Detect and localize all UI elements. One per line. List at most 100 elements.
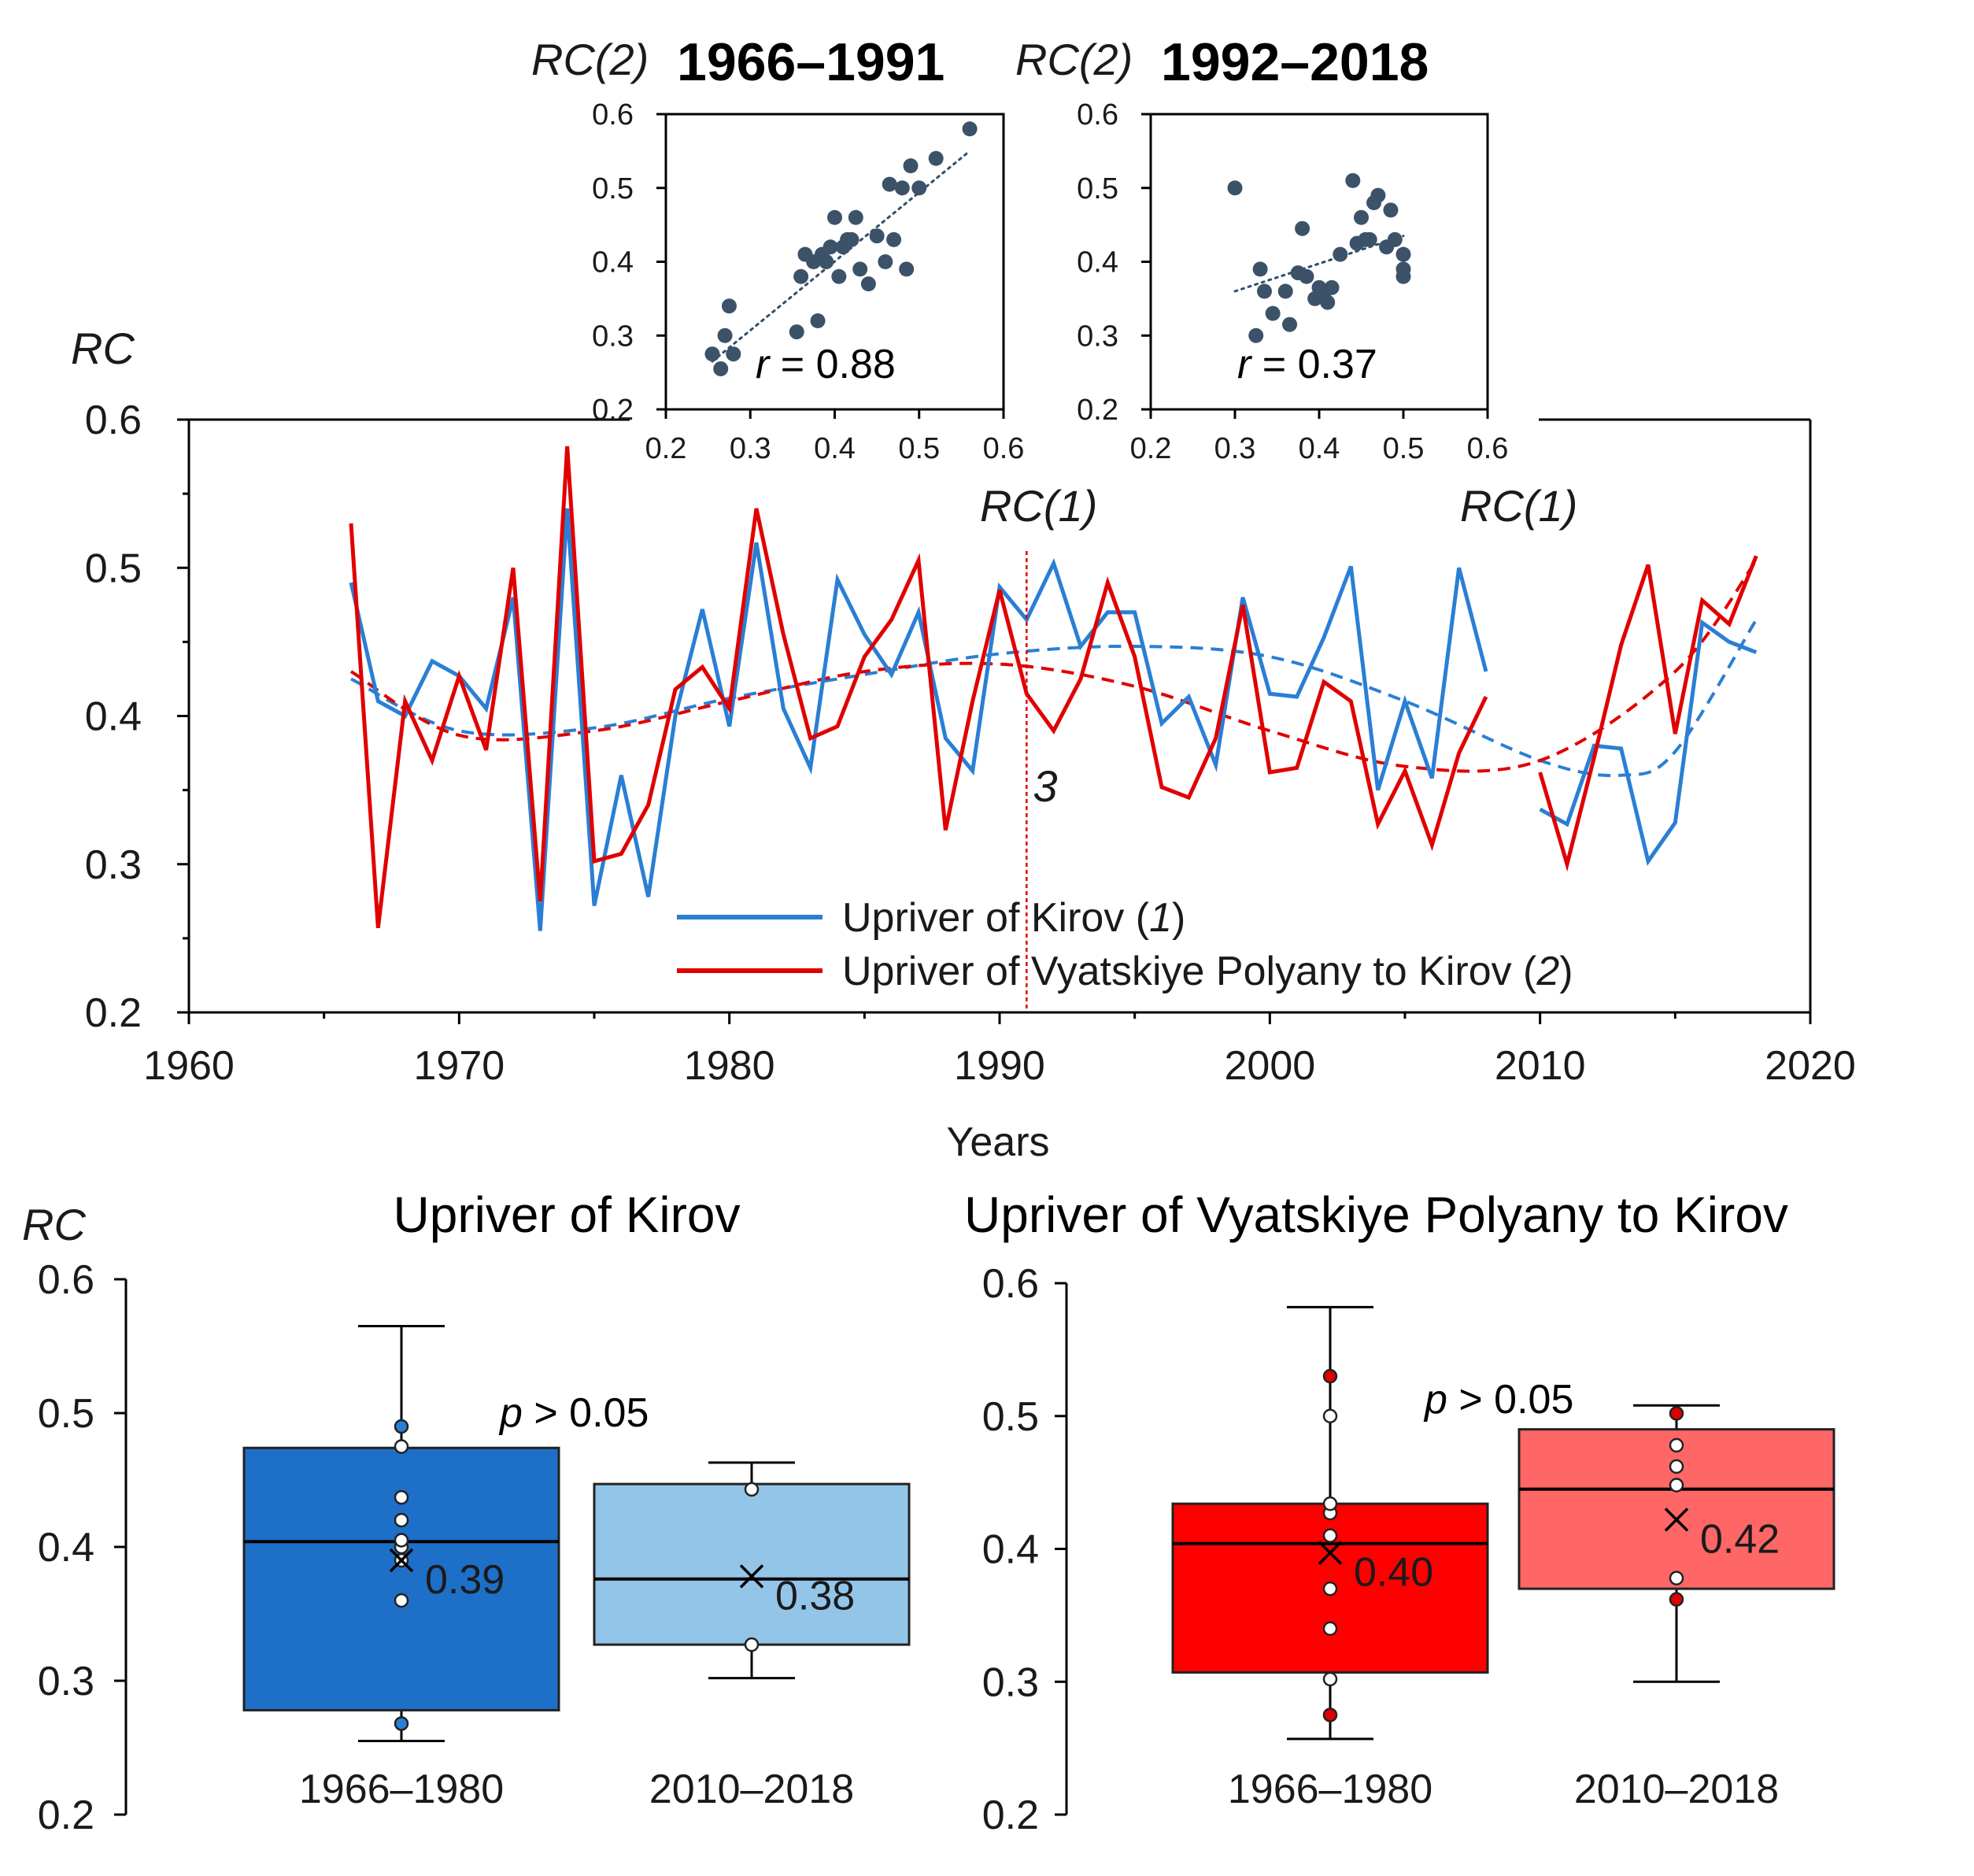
main-y-tick-label: 0.5 xyxy=(85,546,142,591)
main-x-tick-label: 1980 xyxy=(684,1043,775,1089)
inset-x-tick-label: 0.6 xyxy=(983,432,1025,465)
box-category-label: 2010–2018 xyxy=(1574,1767,1779,1812)
inset-y-tick-label: 0.3 xyxy=(1077,320,1118,353)
inset2-y-label: RC(2) xyxy=(1015,35,1133,84)
box-data-point xyxy=(1322,1496,1338,1512)
inset-point xyxy=(886,231,902,247)
box-data-point xyxy=(1669,1406,1684,1421)
boxB-ticks: 0.2 0.3 0.4 0.5 0.6 xyxy=(982,1261,1068,1838)
main-x-tick-label: 1970 xyxy=(413,1043,505,1089)
box-data-point xyxy=(394,1419,409,1434)
main-x-tick-label: 2000 xyxy=(1224,1043,1315,1089)
main-vline-group: 3 xyxy=(1026,551,1057,1012)
inset-point xyxy=(1295,220,1310,236)
main-axes xyxy=(187,420,1812,1014)
inset-point xyxy=(882,176,897,192)
inset-x-tick-label: 0.5 xyxy=(1383,432,1425,465)
box-1: 0.40 1966–1980 xyxy=(1171,1305,1489,1812)
box-y-tick-label: 0.4 xyxy=(982,1527,1039,1573)
boxB-p-annotation: p > 0.05 xyxy=(1423,1377,1573,1423)
boxA-boxes: 0.39 1966–1980 0.38 2010–2018 xyxy=(242,1325,911,1812)
box-category-label: 1966–1980 xyxy=(1228,1767,1432,1812)
inset-point xyxy=(1387,231,1403,247)
box-y-tick-label: 0.3 xyxy=(38,1659,94,1704)
inset-y-tick-label: 0.5 xyxy=(592,172,634,205)
inset2-x-label: RC(1) xyxy=(1460,481,1577,531)
inset-point xyxy=(928,150,944,166)
inset-point xyxy=(1299,268,1314,284)
inset-point xyxy=(869,228,885,244)
box-mean-label: 0.42 xyxy=(1700,1516,1780,1562)
box-data-point xyxy=(394,1593,409,1608)
boxA-title: Upriver of Kirov xyxy=(394,1186,741,1243)
box-2: 0.38 2010–2018 xyxy=(593,1461,911,1812)
inset-point xyxy=(789,324,804,340)
inset-y-tick-label: 0.2 xyxy=(592,394,634,427)
inset-point xyxy=(1320,294,1336,310)
box-data-point xyxy=(744,1482,760,1497)
box-category-label: 1966–1980 xyxy=(299,1767,504,1812)
inset-trend-line xyxy=(711,150,971,363)
box-y-tick-label: 0.5 xyxy=(982,1394,1039,1440)
inset-point xyxy=(894,180,910,196)
boxB-title: Upriver of Vyatskiye Polyany to Kirov xyxy=(964,1186,1788,1243)
inset1-r-annotation: r = 0.88 xyxy=(756,342,896,387)
inset-trend-line xyxy=(1233,235,1405,293)
box-1: 0.39 1966–1980 xyxy=(242,1325,560,1812)
inset-point xyxy=(903,158,919,174)
inset-y-tick-label: 0.2 xyxy=(1077,394,1118,427)
boxA-y-label: RC xyxy=(22,1200,86,1249)
main-y-tick-label: 0.6 xyxy=(85,398,142,443)
inset-y-tick-label: 0.6 xyxy=(1077,98,1118,131)
inset-point xyxy=(793,268,809,284)
box-mean-label: 0.39 xyxy=(425,1557,505,1603)
inset1-axes xyxy=(664,113,1005,411)
box-data-point xyxy=(1322,1708,1338,1722)
series-line-2-segment-1 xyxy=(349,446,1488,928)
inset-x-tick-label: 0.4 xyxy=(814,432,856,465)
box-iqr-rect xyxy=(242,1446,560,1711)
box-plot-vyatskiye: Upriver of Vyatskiye Polyany to Kirov 0.… xyxy=(964,1186,1835,1838)
inset-point xyxy=(860,276,876,292)
trend-line-series-1 xyxy=(350,619,1758,778)
inset-point xyxy=(1354,209,1369,225)
box-mean-label: 0.38 xyxy=(775,1573,855,1619)
series-line-1-segment-2 xyxy=(1539,619,1758,866)
box-y-tick-label: 0.2 xyxy=(38,1793,94,1838)
inset-point xyxy=(1265,305,1281,321)
inset-y-tick-label: 0.4 xyxy=(1077,246,1118,279)
box-mean-marker xyxy=(1318,1541,1343,1565)
box-data-point xyxy=(744,1637,760,1652)
inset-point xyxy=(704,346,720,362)
inset-point xyxy=(1370,187,1386,203)
inset-point xyxy=(1248,327,1264,343)
inset2-points xyxy=(1227,172,1411,343)
inset-point xyxy=(810,313,826,328)
inset-point xyxy=(1227,180,1243,196)
box-data-point xyxy=(1322,1671,1338,1687)
inset-x-tick-label: 0.2 xyxy=(645,432,687,465)
boxA-ticks: 0.2 0.3 0.4 0.5 0.6 xyxy=(38,1257,128,1838)
main-legend: Upriver of Kirov (1) Upriver of Vyatskiy… xyxy=(677,895,1573,994)
boxB-boxes: 0.40 1966–1980 0.42 2010–2018 xyxy=(1171,1305,1835,1812)
inset-point xyxy=(1362,231,1377,247)
box-y-tick-label: 0.6 xyxy=(982,1261,1039,1307)
main-y-tick-label: 0.4 xyxy=(85,694,142,740)
inset-point xyxy=(1252,261,1268,277)
split-year-label: 3 xyxy=(1033,761,1057,811)
series-line-1-segment-1 xyxy=(349,508,1488,931)
box-iqr-rect xyxy=(593,1482,911,1646)
box-y-tick-label: 0.4 xyxy=(38,1525,94,1571)
inset-point xyxy=(1345,172,1361,188)
inset-point xyxy=(819,254,834,269)
inset-point xyxy=(1383,202,1399,218)
main-x-tick-label: 2020 xyxy=(1765,1043,1856,1089)
box-y-tick-label: 0.5 xyxy=(38,1391,94,1437)
main-x-tick-label: 2010 xyxy=(1495,1043,1586,1089)
inset-point xyxy=(911,180,927,196)
inset-scatter-1992-2018: RC(2) 1992–2018 0.2 0.3 0.4 0.5 0.6 0.2 0.3 0.4… xyxy=(1015,32,1577,531)
inset-x-tick-label: 0.3 xyxy=(730,432,771,465)
main-x-tick-label: 1990 xyxy=(954,1043,1045,1089)
box-category-label: 2010–2018 xyxy=(649,1767,854,1812)
main-time-series-chart: RC 0.2 0.3 0.4 0.5 0.6 1960 1970 1980 1990 2000 2… xyxy=(71,324,1856,1165)
